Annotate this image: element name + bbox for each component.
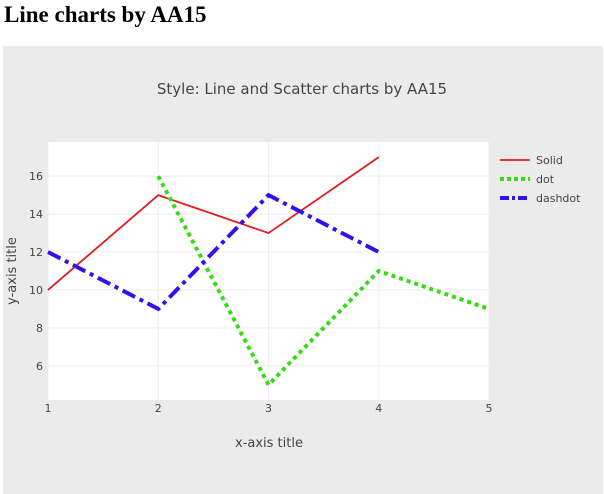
series-line-solid [47,156,380,291]
legend-label-solid: Solid [536,154,563,167]
y-tick-label: 14 [29,208,43,221]
page-heading: Line charts by AA15 [4,2,207,27]
x-tick-label: 2 [155,402,162,415]
chart-title: Style: Line and Scatter charts by AA15 [156,80,448,98]
x-tick-label: 5 [486,402,493,415]
legend-label-dashdot: dashdot [536,192,581,205]
series-line-dashdot [47,192,380,312]
series-lines [47,156,490,389]
legend: Solid dot dashdot [500,154,581,205]
y-tick-label: 8 [36,322,43,335]
y-tick-label: 16 [29,170,43,183]
y-tick-label: 6 [36,360,43,373]
y-axis-title: y-axis title [5,237,20,305]
x-tick-label: 3 [265,402,272,415]
grid-lines [47,142,490,400]
y-tick-labels: 6 8 10 12 14 16 [29,170,43,373]
y-tick-label: 12 [29,246,43,259]
series-line-dot [156,175,490,389]
x-tick-label: 1 [45,402,52,415]
legend-label-dot: dot [536,173,555,186]
x-axis-title: x-axis title [235,436,303,451]
y-tick-label: 10 [29,284,43,297]
x-tick-labels: 1 2 3 4 5 [45,402,493,415]
x-tick-label: 4 [375,402,382,415]
